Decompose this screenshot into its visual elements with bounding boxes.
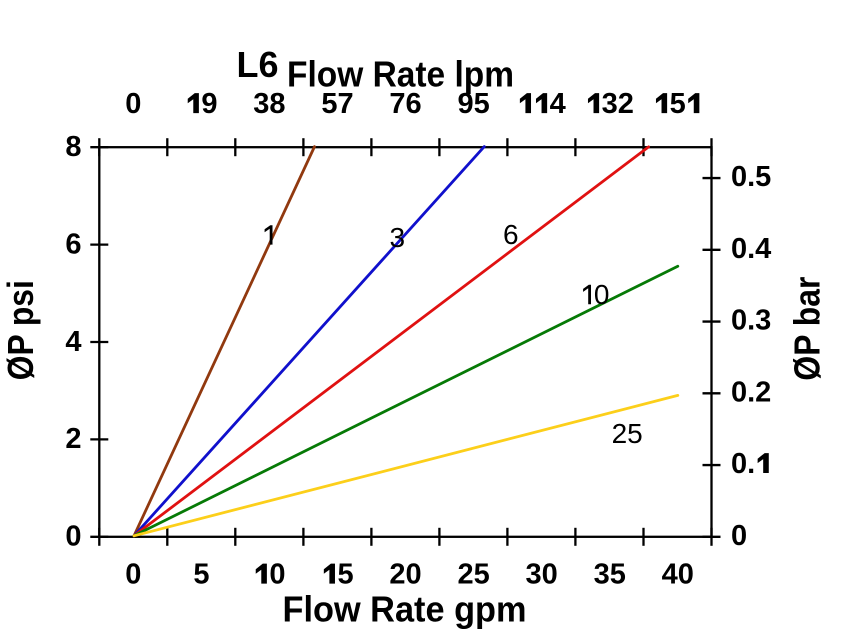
svg-text:6: 6 xyxy=(65,228,81,260)
svg-text:9: 9 xyxy=(201,88,217,120)
svg-text:35: 35 xyxy=(594,559,626,591)
svg-text:0.3: 0.3 xyxy=(731,305,771,337)
svg-text:4: 4 xyxy=(65,326,81,358)
svg-text:0: 0 xyxy=(731,520,747,552)
svg-text:0: 0 xyxy=(594,279,610,310)
svg-text:6: 6 xyxy=(503,219,519,250)
svg-text:95: 95 xyxy=(457,88,489,120)
svg-text:25: 25 xyxy=(612,418,643,449)
svg-text:2: 2 xyxy=(65,423,81,455)
svg-text:4: 4 xyxy=(550,88,566,120)
svg-text:32: 32 xyxy=(602,88,634,120)
svg-text:Flow Rate gpm: Flow Rate gpm xyxy=(283,589,527,630)
svg-text:25: 25 xyxy=(457,559,489,591)
svg-text:20: 20 xyxy=(389,559,421,591)
svg-text:57: 57 xyxy=(321,88,353,120)
svg-text:3: 3 xyxy=(390,222,406,253)
svg-text:0.: 0. xyxy=(731,448,755,480)
svg-text:0: 0 xyxy=(65,521,81,553)
svg-text:30: 30 xyxy=(525,559,557,591)
svg-text:ØP psi: ØP psi xyxy=(0,280,41,380)
svg-text:0.5: 0.5 xyxy=(731,161,771,193)
svg-text:8: 8 xyxy=(65,131,81,163)
svg-text:40: 40 xyxy=(662,559,694,591)
svg-text:L6: L6 xyxy=(237,44,279,85)
svg-text:0: 0 xyxy=(269,559,285,591)
svg-text:0: 0 xyxy=(125,559,141,591)
svg-text:Flow Rate lpm: Flow Rate lpm xyxy=(287,54,514,95)
svg-text:0: 0 xyxy=(125,88,141,120)
svg-text:38: 38 xyxy=(253,88,285,120)
svg-text:76: 76 xyxy=(389,88,421,120)
svg-text:ØP bar: ØP bar xyxy=(786,277,827,381)
svg-text:5: 5 xyxy=(670,88,686,120)
svg-text:5: 5 xyxy=(193,559,209,591)
svg-text:0.2: 0.2 xyxy=(731,376,771,408)
svg-text:5: 5 xyxy=(338,559,354,591)
svg-text:0.4: 0.4 xyxy=(731,233,771,265)
